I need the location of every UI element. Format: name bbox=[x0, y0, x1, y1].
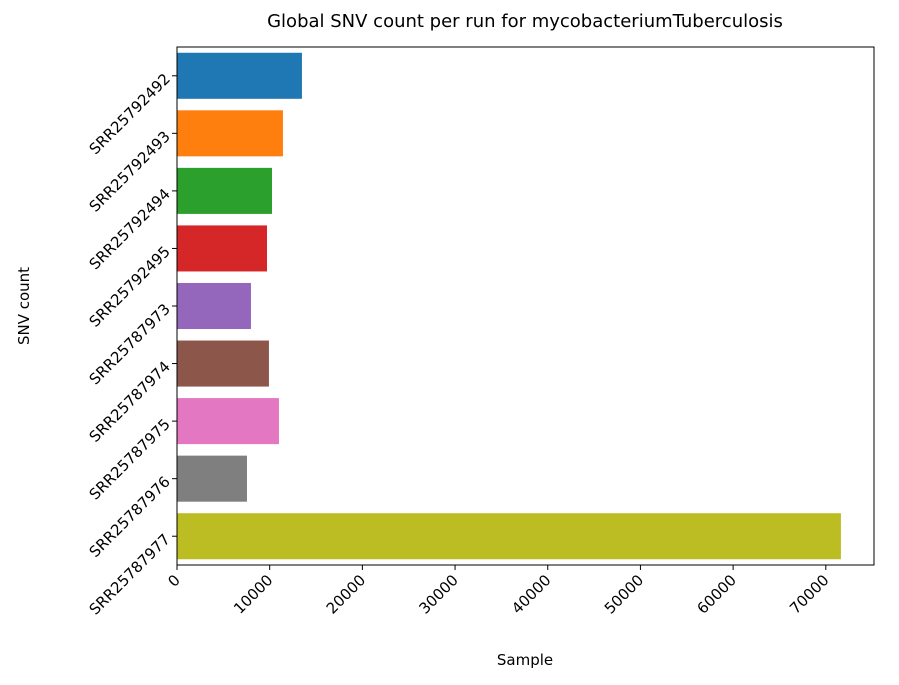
x-tick-label: 0 bbox=[164, 571, 183, 590]
x-tick-label: 60000 bbox=[693, 571, 739, 617]
y-axis-label: SNV count bbox=[15, 267, 33, 345]
bar bbox=[177, 513, 841, 560]
x-axis-label: Sample bbox=[497, 651, 553, 669]
chart-title: Global SNV count per run for mycobacteri… bbox=[267, 11, 783, 32]
bar bbox=[177, 282, 251, 330]
x-tick-label: 20000 bbox=[323, 571, 369, 617]
bar bbox=[177, 110, 283, 157]
bar bbox=[177, 455, 247, 502]
x-tick-label: 10000 bbox=[230, 571, 276, 617]
bar bbox=[177, 225, 267, 272]
bar bbox=[177, 398, 279, 445]
x-tick-label: 40000 bbox=[508, 571, 554, 617]
plot-frame bbox=[176, 46, 875, 566]
bar bbox=[177, 340, 269, 387]
x-tick-label: 70000 bbox=[786, 571, 832, 617]
bar bbox=[177, 52, 302, 99]
bar bbox=[177, 167, 273, 214]
x-tick-label: 30000 bbox=[415, 571, 461, 617]
x-tick-label: 50000 bbox=[601, 571, 647, 617]
